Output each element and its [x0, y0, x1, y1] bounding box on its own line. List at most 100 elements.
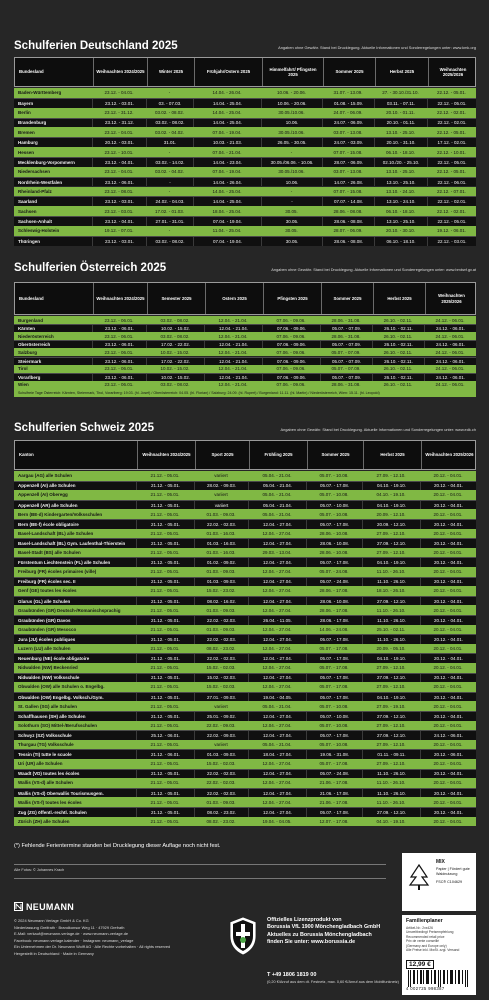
holiday-dates: variiert [194, 500, 248, 510]
holiday-dates: 12.04. - 27.04. [248, 596, 306, 606]
holiday-dates: 10.02. - 15.02. [160, 349, 190, 355]
holidays-note: Schulfreie Tage Österreich: Kärnten, Ste… [18, 390, 380, 395]
holiday-dates: 03.02. - 08.02. [160, 382, 190, 388]
holiday-dates: 05.07. - 17.08. [319, 665, 349, 671]
table-row: Genf (GE) toutes les écoles 21.12. - 05.0… [14, 586, 476, 596]
holiday-dates: 20.09. - 05.10. [376, 646, 406, 652]
column-header: Bundesland [19, 69, 44, 75]
holiday-dates: 20.12. - 04.01. [433, 492, 463, 498]
holiday-dates: 05.07. - 24.08. [306, 769, 362, 779]
holiday-dates: 22.12. - 07.01. [436, 188, 467, 194]
holiday-dates: 05.04. - 21.04. [262, 511, 292, 517]
holiday-dates: 06.10. - 18.10. [385, 208, 416, 214]
holiday-dates: 20.09. - 12.10. [376, 511, 406, 517]
region-name: Freiburg (FR) écoles primaires (ville) [18, 569, 97, 575]
holiday-dates: 21.12. - 05.01. [150, 818, 180, 824]
publisher-info: © 2024 Neumann Verlage GmbH & Co. KG Nied… [14, 918, 170, 958]
table-row: Brandenburg 23.12. - 31.12. 03.02. - 08.02… [14, 117, 476, 128]
holiday-dates: 07.07. - 15.08. [333, 188, 363, 194]
product-info: Artikel-Nr.: 2xx426 Umweltbedingt Preisem… [406, 926, 459, 952]
holiday-dates: 10.06. - 20.06. [261, 98, 322, 108]
holiday-dates: 24.12. - 06.01. [424, 325, 476, 333]
holiday-dates: 22.12. - 05.01. [427, 98, 476, 108]
holiday-dates: 08.02. - 23.02. [206, 646, 236, 652]
holiday-dates: 20.12. - 04.01. [433, 473, 463, 479]
region-name: Uri (UR) alle Schulen [18, 761, 63, 767]
holiday-dates: 26.10. - 02.11. [383, 317, 413, 323]
holiday-dates: 18.10. - 26.10. [376, 588, 406, 594]
info-line: Recommended retail price [406, 934, 445, 939]
section-title: Schulferien Österreich 2025 [14, 262, 167, 274]
holiday-dates: 20.10. - 01.11. [374, 118, 427, 128]
holiday-dates: 21.12. - 05.01. [136, 673, 194, 683]
holiday-dates: 20.12. - 04.01. [433, 799, 463, 805]
holiday-dates: 20.10. - 01.11. [386, 110, 415, 116]
info-line: (Germany and Europe only) [406, 943, 447, 948]
holiday-dates: 20.10. - 31.10. [374, 138, 427, 148]
region-name: Luzern (LU) alle Schulen [18, 646, 71, 652]
holiday-dates: 28.02. - 09.03. [194, 481, 248, 491]
holiday-dates: 21.12. - 05.01. [136, 808, 194, 817]
holiday-dates: 12.04. - 27.04. [262, 780, 292, 786]
holiday-dates: 19.12. - 07.01. [104, 228, 134, 234]
holiday-dates: 20.12. - 04.01. [433, 722, 463, 728]
holiday-dates: 05.04. - 21.04. [262, 703, 292, 709]
holiday-dates: 04.10. - 19.10. [362, 481, 420, 491]
holiday-dates: 20.12. - 04.01. [420, 539, 476, 548]
holiday-dates: 14.04. - 25.04. [193, 118, 261, 128]
holiday-dates: 05.04. - 21.04. [262, 742, 292, 748]
section-note: Angaben ohne Gewähr. Stand bei Drucklegu… [280, 427, 476, 432]
holiday-dates: 27. - 30.10./31.10. [382, 90, 419, 96]
holiday-dates: 30.05./10.06. [278, 169, 305, 175]
holiday-dates: 22.12. - 05.01. [427, 217, 476, 226]
holiday-dates: 23.12. - 08.01. [104, 188, 134, 194]
holiday-dates: 13.10. - 25.10. [385, 169, 416, 175]
column-header: Bundesland [19, 295, 44, 301]
holiday-dates: 27.09. - 12.10. [362, 712, 420, 721]
region-name: Steiermark [18, 358, 42, 364]
holiday-dates: 05.07. - 07.09. [320, 357, 372, 365]
region-name: Zürich (ZH) alle Schulen [18, 818, 70, 824]
holiday-dates: 27.09. - 12.10. [376, 722, 406, 728]
holiday-dates: 05.07. - 24.08. [319, 569, 349, 575]
holiday-dates: 05.07. - 10.08. [319, 473, 349, 479]
region-name: Tessin (TI) tutte le scuole [18, 752, 72, 758]
holiday-dates: 21.12. - 05.01. [136, 769, 194, 779]
holiday-dates: 20.12. - 04.01. [433, 818, 463, 824]
holiday-dates: 19.04. - 04.05. [248, 692, 306, 702]
holiday-dates: 14.06. - 24.08. [319, 626, 349, 632]
table-row: Sachsen-Anhalt 23.12. - 04.01. 27.01. - 31… [14, 216, 476, 226]
holiday-dates: 12.07. - 17.08. [319, 818, 349, 824]
holiday-dates: 19.06. - 31.08. [306, 750, 362, 759]
holiday-dates: 05.07. - 17.08. [319, 761, 349, 767]
holiday-dates: 22.12. - 10.01. [436, 149, 467, 155]
holiday-dates: 27.01. - 09.03. [194, 692, 248, 702]
region-name: Wallis (VS-d) alle Schulen [18, 780, 73, 786]
holiday-dates: 05.07. - 17.08. [319, 646, 349, 652]
table-note-row: Schulfreie Tage Österreich: Kärnten, Ste… [14, 388, 476, 397]
column-header: Himmelfahrt/ Pfingsten 2025 [262, 58, 323, 86]
holiday-dates: 03.02. - 08.02. [146, 236, 193, 246]
holiday-dates: 03.02. - 04.02. [154, 129, 185, 135]
holiday-dates: 11.10. - 26.10. [376, 799, 406, 805]
table-row: Appenzell (AI) Oberegg 21.12. - 05.01. var… [14, 490, 476, 500]
holiday-dates: 25.10. - 02.11. [376, 626, 406, 632]
holiday-dates: 23.12. - 06.01. [104, 333, 134, 339]
holiday-dates: 05.07. - 07.09. [320, 325, 372, 333]
holiday-dates: 21.12. - 05.01. [136, 577, 194, 587]
holiday-dates: 22.02. - 02.03. [194, 616, 248, 625]
holiday-dates: 24.02. - 04.03. [146, 197, 193, 207]
holiday-dates: 27.09. - 12.10. [376, 530, 406, 536]
holiday-dates: 21.06. - 17.08. [306, 788, 362, 798]
column-header: Frühling 2025 [249, 441, 307, 469]
region-name: Brandenburg [18, 120, 47, 126]
holiday-dates: 11.10. - 26.10. [362, 769, 420, 779]
product-box: Familienplaner Artikel-Nr.: 2xx426 Umwelt… [402, 915, 476, 995]
holiday-dates: 27.09. - 12.10. [376, 761, 406, 767]
holiday-dates: 21.12. - 05.01. [150, 780, 180, 786]
holiday-dates: 14.04. - 25.04. [193, 197, 261, 207]
holiday-dates: 28.06. - 17.08. [306, 616, 362, 625]
table-row: Graubünden (GR) Davos 21.12. - 05.01. 22.0… [14, 615, 476, 625]
holiday-dates: 05.07. - 17.08. [306, 731, 362, 740]
holiday-dates: 13.10. - 24.10. [385, 188, 416, 194]
